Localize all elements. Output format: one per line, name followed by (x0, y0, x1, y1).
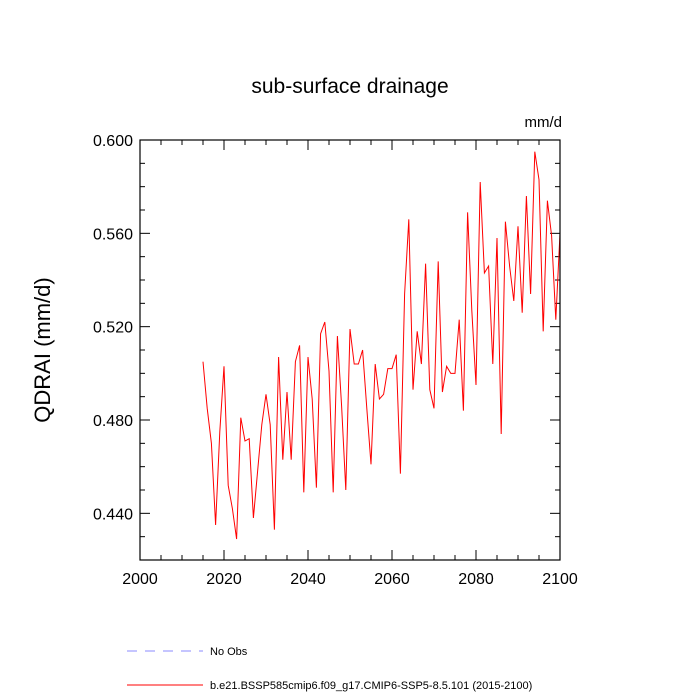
chart-title: sub-surface drainage (251, 75, 448, 98)
y-tick-label: 0.600 (93, 133, 133, 150)
series-layer (202, 151, 561, 540)
y-tick-label: 0.440 (93, 506, 133, 523)
legend-label: b.e21.BSSP585cmip6.f09_g17.CMIP6-SSP5-8.… (210, 680, 532, 692)
x-tick-label: 2060 (374, 571, 410, 588)
y-axis-label: QDRAI (mm/d) (30, 277, 55, 422)
axis-ticks: 2000 2020 2040 2060 2080 2100 0.440 0.480 0.520 0… (93, 133, 578, 588)
legend-label: No Obs (210, 646, 248, 658)
x-tick-label: 2040 (290, 571, 326, 588)
y-tick-label: 0.520 (93, 320, 133, 337)
x-tick-label: 2080 (458, 571, 494, 588)
y-tick-label: 0.480 (93, 413, 133, 430)
x-tick-label: 2020 (206, 571, 242, 588)
y-tick-label: 0.560 (93, 226, 133, 243)
series-line (202, 151, 561, 540)
x-tick-label: 2000 (122, 571, 158, 588)
plot-frame (139, 139, 561, 561)
x-tick-label: 2100 (542, 571, 578, 588)
legend: No Obs b.e21.BSSP585cmip6.f09_g17.CMIP6-S… (127, 646, 532, 692)
units-label: mm/d (525, 114, 563, 131)
